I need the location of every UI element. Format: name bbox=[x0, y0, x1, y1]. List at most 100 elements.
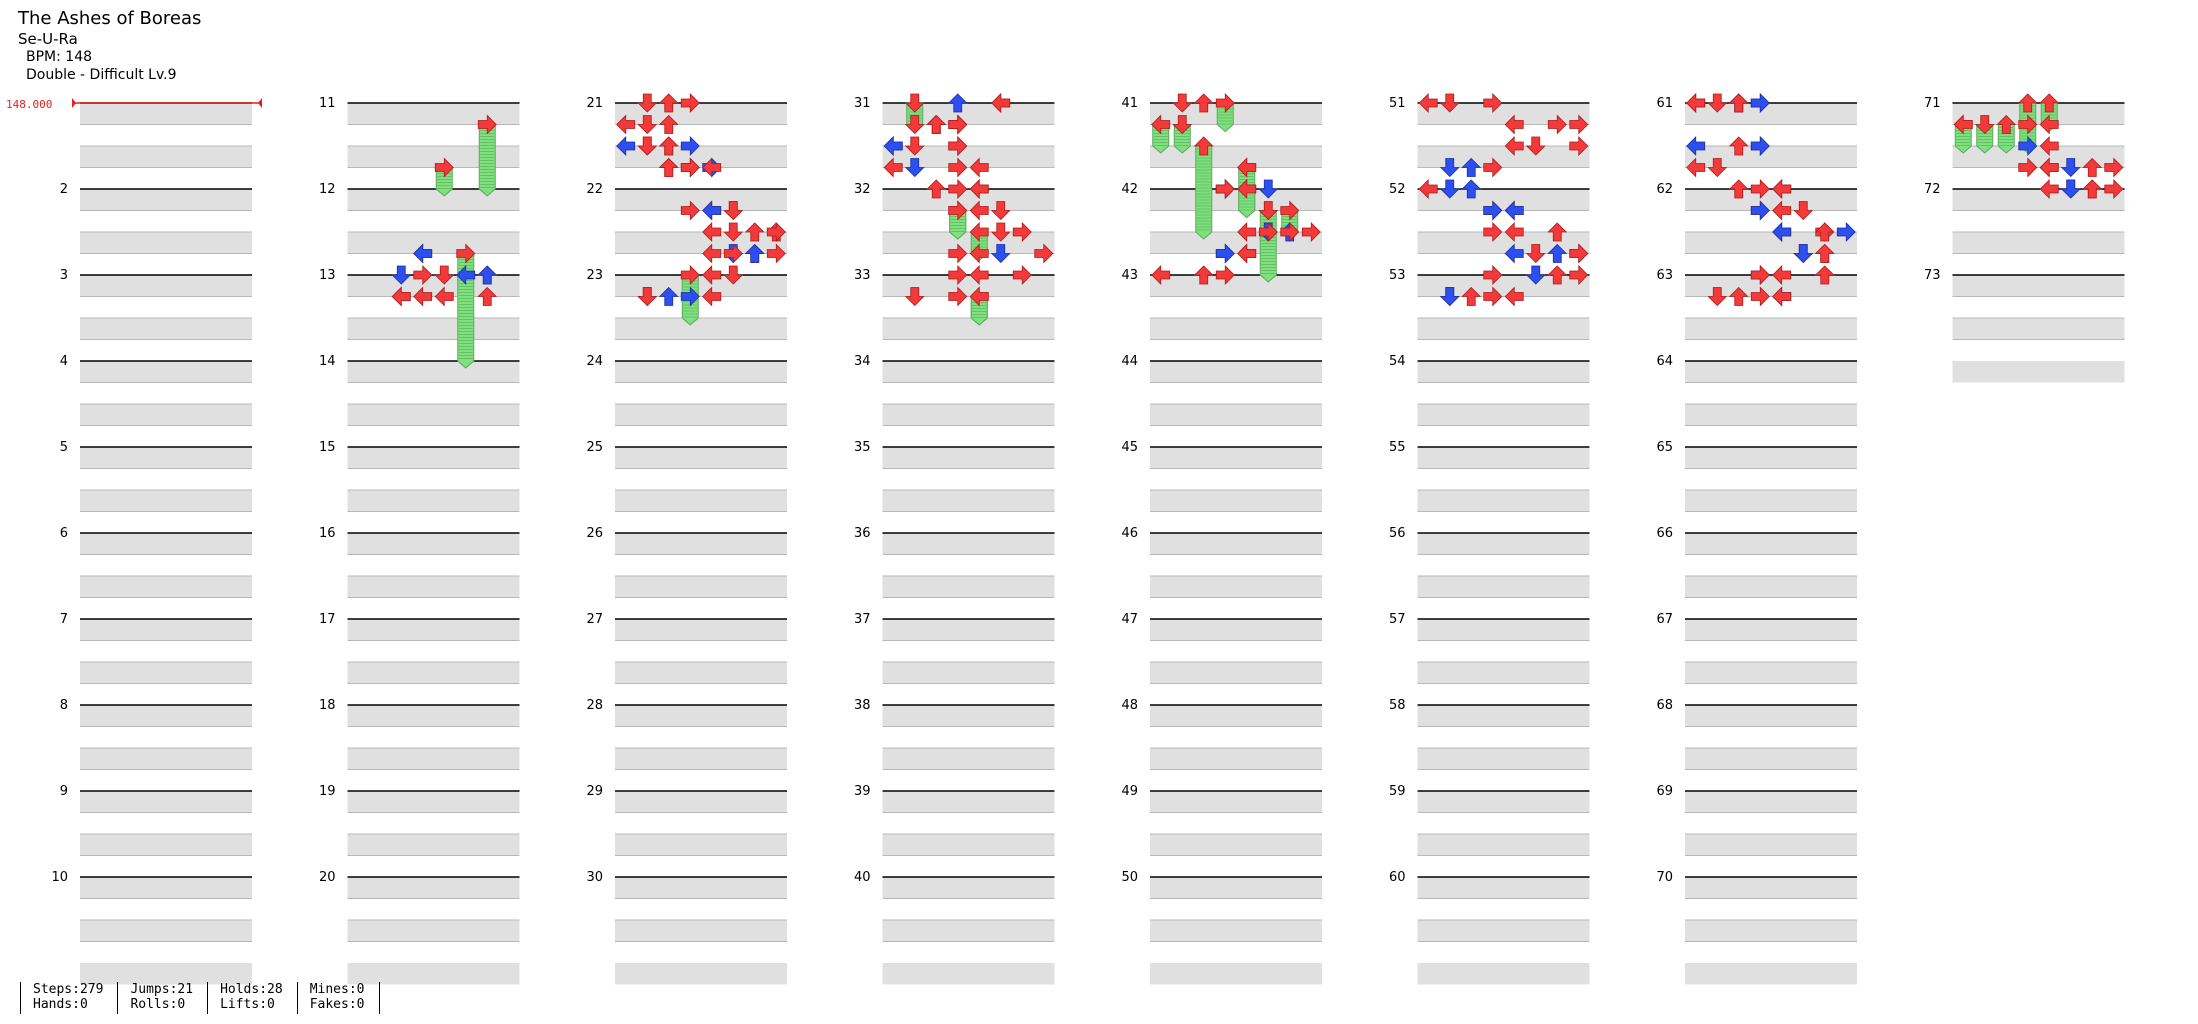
beat-stripe bbox=[1417, 576, 1590, 598]
arrow-left-icon bbox=[969, 286, 989, 307]
arrow-right-icon bbox=[766, 222, 786, 242]
beat-stripe bbox=[615, 705, 787, 727]
arrow-up-icon bbox=[1193, 265, 1214, 285]
stat-rolls: Rolls:0 bbox=[130, 997, 186, 1012]
arrow-right-icon bbox=[948, 157, 968, 178]
arrow-left-icon bbox=[413, 286, 433, 307]
beat-stripe bbox=[1150, 748, 1322, 770]
measure-number: 14 bbox=[319, 354, 336, 369]
beat-stripe bbox=[1417, 619, 1590, 641]
stats-panel: Steps:279 Hands:0 Jumps:21 Rolls:0 Holds… bbox=[20, 982, 380, 1014]
beat-stripe bbox=[347, 103, 520, 125]
beat-stripe bbox=[80, 318, 252, 340]
arrow-down-icon bbox=[637, 93, 658, 113]
beat-stripe bbox=[347, 361, 520, 383]
bpm-marker-end bbox=[258, 98, 262, 108]
arrow-down-icon bbox=[990, 244, 1011, 264]
arrow-down-icon bbox=[2060, 158, 2081, 178]
arrow-up-icon bbox=[947, 93, 968, 113]
beat-stripe bbox=[1417, 791, 1590, 813]
beat-stripe bbox=[615, 361, 787, 383]
beat-stripe bbox=[1685, 275, 1857, 297]
arrow-left-icon bbox=[702, 243, 722, 264]
beat-stripe bbox=[882, 232, 1055, 254]
measure-number: 44 bbox=[1121, 354, 1138, 369]
measure-number: 11 bbox=[319, 96, 336, 111]
measure-number: 39 bbox=[854, 784, 871, 799]
arrow-left-icon bbox=[1504, 243, 1524, 264]
song-difficulty: Double - Difficult Lv.9 bbox=[26, 67, 177, 83]
arrow-left-icon bbox=[969, 265, 989, 285]
arrow-right-icon bbox=[1483, 222, 1503, 242]
arrow-right-icon bbox=[1215, 179, 1235, 199]
arrow-up-icon bbox=[1728, 93, 1749, 113]
arrow-right-icon bbox=[1750, 200, 1770, 221]
stat-jumps: Jumps:21 bbox=[130, 982, 194, 997]
measure-number: 58 bbox=[1389, 698, 1406, 713]
arrow-down-icon bbox=[990, 201, 1011, 221]
arrow-left-icon bbox=[991, 93, 1011, 113]
arrow-right-icon bbox=[1483, 93, 1503, 113]
beat-stripe bbox=[1150, 791, 1322, 813]
beat-stripe bbox=[80, 490, 252, 512]
beat-stripe bbox=[615, 275, 787, 297]
arrow-left-icon bbox=[1504, 114, 1524, 135]
beat-stripe bbox=[615, 103, 787, 125]
measure-number: 28 bbox=[586, 698, 603, 713]
beat-stripe bbox=[347, 920, 520, 942]
beat-stripe bbox=[1685, 791, 1857, 813]
beat-stripe bbox=[1685, 662, 1857, 684]
chart-column: 21 22 23 24 25 26 27 28 29 30 bbox=[586, 96, 787, 985]
beat-stripe bbox=[80, 447, 252, 469]
beat-stripe bbox=[882, 791, 1055, 813]
arrow-left-icon bbox=[1686, 136, 1706, 156]
beat-stripe bbox=[80, 619, 252, 641]
hold-body bbox=[1195, 145, 1213, 240]
beat-stripe bbox=[80, 576, 252, 598]
song-header: The Ashes of Boreas Se-U-Ra BPM: 148 Dou… bbox=[18, 8, 201, 84]
beat-stripe bbox=[1685, 447, 1857, 469]
beat-stripe bbox=[1417, 705, 1590, 727]
arrow-up-icon bbox=[1461, 286, 1482, 306]
beat-stripe bbox=[1150, 963, 1322, 985]
arrow-up-icon bbox=[1728, 136, 1749, 156]
beat-stripe bbox=[882, 447, 1055, 469]
arrow-down-icon bbox=[1525, 136, 1546, 156]
arrow-left-icon bbox=[1686, 157, 1706, 178]
arrow-right-icon bbox=[1836, 222, 1856, 242]
beat-stripe bbox=[1952, 189, 2125, 211]
arrow-up-icon bbox=[1996, 114, 2017, 134]
measure-number: 20 bbox=[319, 870, 336, 885]
beat-stripe bbox=[615, 576, 787, 598]
measure-number: 61 bbox=[1656, 96, 1673, 111]
beat-stripe bbox=[347, 662, 520, 684]
arrow-down-icon bbox=[1172, 115, 1193, 135]
hold-note bbox=[434, 157, 454, 197]
arrow-left-icon bbox=[702, 157, 722, 178]
measure-number: 68 bbox=[1656, 698, 1673, 713]
arrow-down-icon bbox=[1439, 158, 1460, 178]
arrow-up-icon bbox=[1547, 265, 1568, 285]
beat-stripe bbox=[347, 791, 520, 813]
arrow-down-icon bbox=[637, 136, 658, 156]
beat-stripe bbox=[1685, 877, 1857, 899]
beat-stripe bbox=[1417, 189, 1590, 211]
arrow-left-icon bbox=[702, 265, 722, 285]
beat-stripe bbox=[1417, 963, 1590, 985]
arrow-left-icon bbox=[1772, 286, 1792, 307]
hold-note bbox=[1193, 136, 1214, 240]
beat-stripe bbox=[615, 834, 787, 856]
arrow-left-icon bbox=[616, 114, 636, 135]
stat-fakes: Fakes:0 bbox=[309, 997, 365, 1012]
arrow-right-icon bbox=[1215, 93, 1235, 113]
measure-number: 43 bbox=[1121, 268, 1138, 283]
measure-number: 6 bbox=[60, 526, 68, 541]
arrow-right-icon bbox=[948, 200, 968, 221]
arrow-right-icon bbox=[948, 136, 968, 156]
measure-number: 71 bbox=[1924, 96, 1941, 111]
beat-stripe bbox=[1685, 318, 1857, 340]
beat-stripe bbox=[882, 662, 1055, 684]
arrow-down-icon bbox=[1439, 179, 1460, 199]
beat-stripe bbox=[1150, 318, 1322, 340]
